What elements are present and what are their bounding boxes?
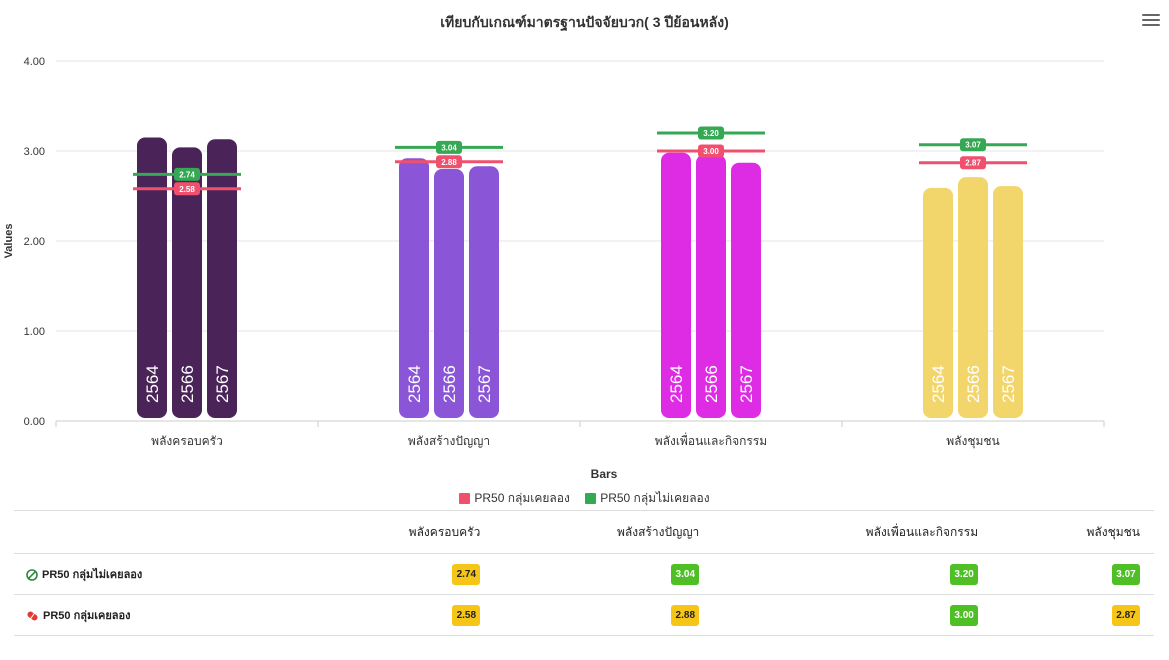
bar-label: 2564: [929, 365, 948, 403]
reference-line-label-bg: [698, 144, 724, 158]
bar: [469, 166, 499, 418]
row-label-tried: PR50 กลุ่มเคยลอง: [14, 594, 297, 636]
y-tick-label: 4.00: [24, 56, 45, 68]
badge-value: 2.58: [452, 604, 481, 626]
bar: [207, 139, 237, 419]
legend-item-never-tried[interactable]: PR50 กลุ่มไม่เคยลอง: [585, 489, 710, 508]
bar-label: 2567: [213, 365, 232, 403]
y-tick-label: 3.00: [24, 146, 45, 158]
row-label-text: PR50 กลุ่มเคยลอง: [43, 610, 131, 622]
x-axis-label: Bars: [591, 467, 618, 480]
reference-line-label: 3.04: [441, 143, 457, 152]
reference-line-label-bg: [174, 167, 200, 181]
legend-swatch-tried: [459, 493, 471, 504]
legend-item-tried[interactable]: PR50 กลุ่มเคยลอง: [459, 489, 570, 508]
bar: [696, 154, 726, 418]
reference-line-label: 3.20: [703, 129, 719, 138]
legend-label-tried: PR50 กลุ่มเคยลอง: [474, 491, 570, 505]
badge-value: 3.00: [950, 604, 979, 626]
bar: [993, 186, 1023, 418]
table-row: PR50 กลุ่มไม่เคยลอง 2.74 3.04 3.20 3.07: [14, 553, 1154, 595]
bar: [923, 187, 953, 418]
reference-line-label: 3.00: [703, 147, 719, 156]
y-tick-label: 0.00: [24, 416, 45, 428]
bar-label: 2567: [475, 365, 494, 403]
badge-value: 3.07: [1112, 563, 1140, 585]
reference-line-label-bg: [436, 140, 462, 154]
legend-label-never-tried: PR50 กลุ่มไม่เคยลอง: [600, 491, 710, 505]
reference-line-label: 2.88: [441, 158, 457, 167]
no-entry-circle-icon: [26, 569, 38, 581]
table-row: PR50 กลุ่มเคยลอง 2.58 2.88 3.00 2.87: [14, 594, 1154, 636]
table-header-friends-activities: พลังเพื่อนและกิจกรรม: [713, 510, 993, 554]
reference-line-label: 3.07: [965, 141, 981, 150]
bar-label: 2567: [737, 365, 756, 403]
badge-value: 3.20: [950, 563, 979, 585]
x-tick-label: พลังครอบครัว: [151, 434, 223, 448]
bar: [399, 158, 429, 418]
y-axis-label: Values: [3, 224, 15, 259]
badge-value: 2.87: [1112, 604, 1140, 626]
legend-swatch-never-tried: [585, 493, 597, 504]
x-tick-label: พลังชุมชน: [946, 434, 1000, 449]
reference-line-label-bg: [960, 156, 986, 170]
bar-label: 2564: [405, 365, 424, 403]
bar-label: 2566: [702, 365, 721, 403]
summary-table: พลังครอบครัว พลังสร้างปัญญา พลังเพื่อนแล…: [14, 510, 1154, 636]
bar-label: 2564: [143, 365, 162, 403]
bar-label: 2566: [964, 365, 983, 403]
table-header-family: พลังครอบครัว: [296, 510, 495, 554]
bar-chart: 0.00 1.00 2.00 3.00 4.00 Values Bars 2564 2566 25…: [3, 56, 1105, 480]
badge-value: 2.88: [671, 604, 700, 626]
row-label-never-tried: PR50 กลุ่มไม่เคยลอง: [14, 553, 297, 595]
reference-line-label: 2.74: [179, 170, 195, 179]
row-label-text: PR50 กลุ่มไม่เคยลอง: [42, 569, 143, 581]
reference-line-label: 2.87: [965, 159, 981, 168]
bar-label: 2564: [667, 365, 686, 403]
x-tick-label: พลังสร้างปัญญา: [408, 434, 490, 448]
bar-label: 2567: [999, 365, 1018, 403]
badge-value: 3.04: [671, 563, 700, 585]
chart-legend: PR50 กลุ่มเคยลอง PR50 กลุ่มไม่เคยลอง: [0, 489, 1169, 508]
reference-line-label-bg: [698, 126, 724, 140]
reference-line-label: 2.58: [179, 185, 195, 194]
bar: [958, 177, 988, 418]
bar: [731, 162, 761, 418]
bar: [661, 152, 691, 419]
y-tick-label: 1.00: [24, 326, 45, 338]
table-header-empty: [14, 510, 297, 554]
bar: [172, 147, 202, 418]
reference-line-label-bg: [960, 138, 986, 152]
bar: [434, 169, 464, 418]
table-header-community: พลังชุมชน: [992, 510, 1154, 554]
chart-title: เทียบกับเกณฑ์มาตรฐานปัจจัยบวก( 3 ปีย้อนห…: [440, 14, 729, 30]
bar-label: 2566: [178, 365, 197, 403]
x-tick-label: พลังเพื่อนและกิจกรรม: [655, 432, 767, 448]
bar: [137, 137, 167, 418]
reference-line-label-bg: [436, 155, 462, 169]
table-header-wisdom: พลังสร้างปัญญา: [494, 510, 714, 554]
y-tick-label: 2.00: [24, 236, 45, 248]
reference-line-label-bg: [174, 182, 200, 196]
badge-value: 2.74: [452, 563, 481, 585]
table-header-row: พลังครอบครัว พลังสร้างปัญญา พลังเพื่อนแล…: [14, 510, 1154, 554]
pill-icon: [27, 611, 38, 621]
hamburger-menu-icon[interactable]: [1142, 14, 1160, 28]
bar-label: 2566: [440, 365, 459, 403]
